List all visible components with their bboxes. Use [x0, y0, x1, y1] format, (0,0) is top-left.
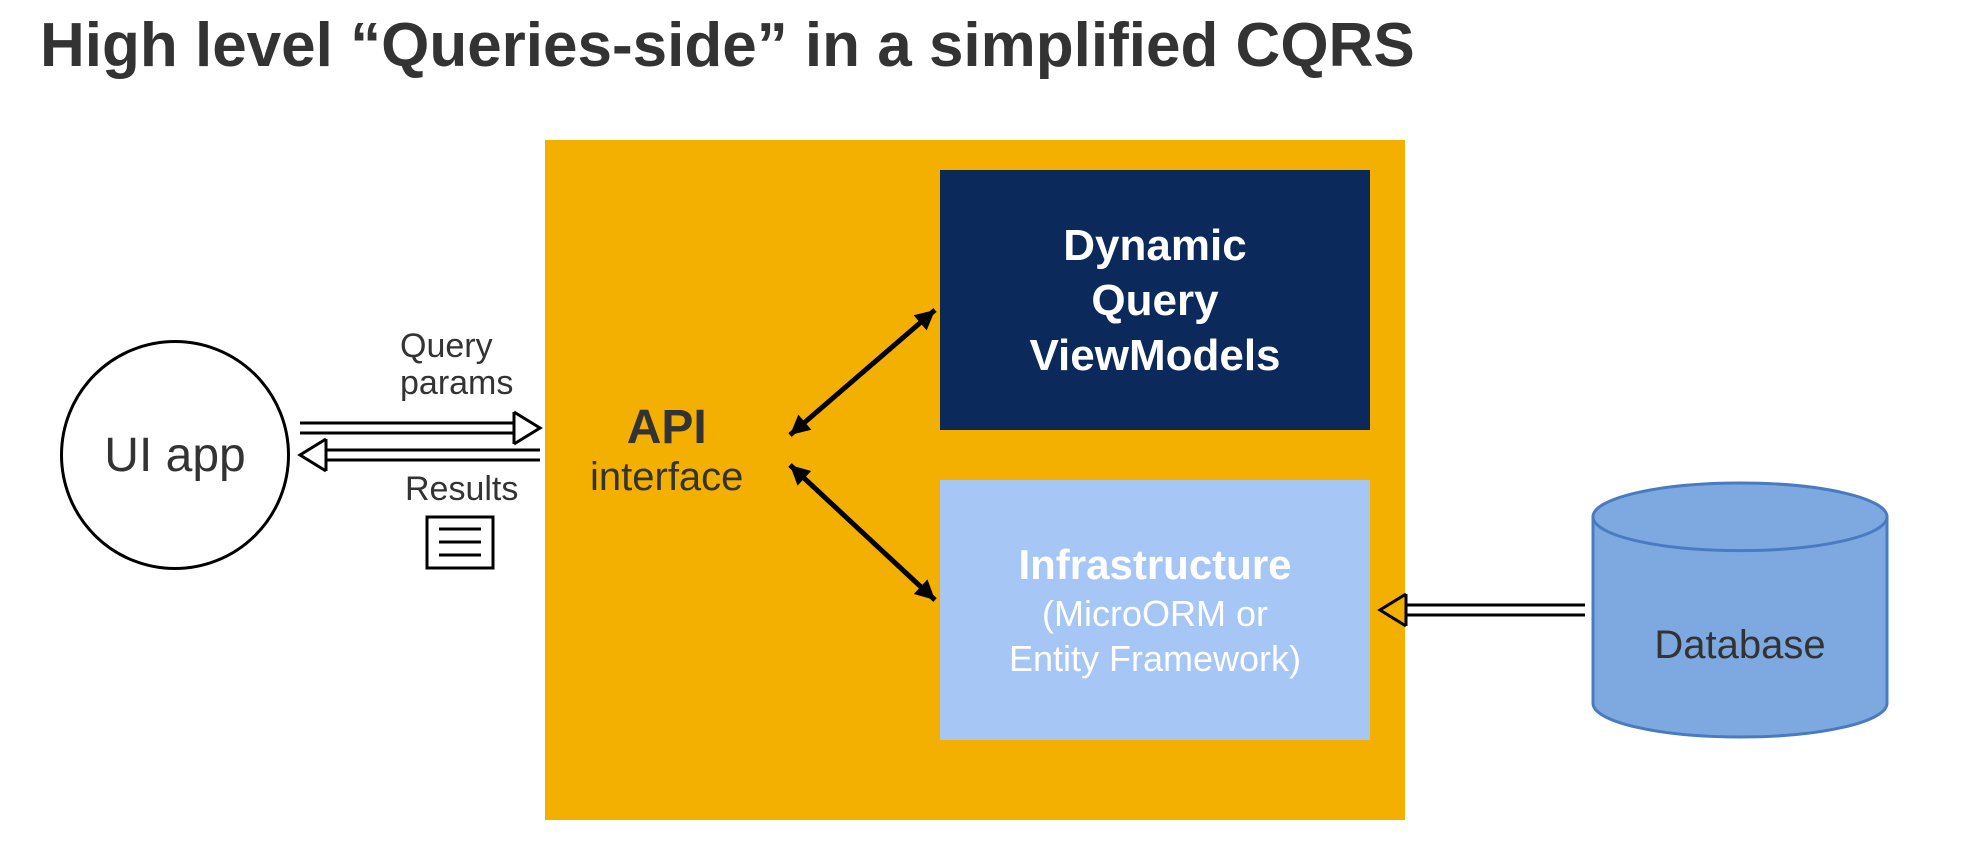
diagram-canvas: High level “Queries-side” in a simplifie… [0, 0, 1981, 842]
viewmodels-line-2: Query [1091, 273, 1218, 328]
diagram-title: High level “Queries-side” in a simplifie… [40, 10, 1415, 81]
database-node: Database [1590, 480, 1890, 740]
viewmodels-line-3: ViewModels [1029, 328, 1280, 383]
api-title: API [590, 400, 743, 455]
query-params-label: Query params [400, 328, 513, 403]
infrastructure-title: Infrastructure [1018, 539, 1291, 592]
infrastructure-node: Infrastructure (MicroORM or Entity Frame… [940, 480, 1370, 740]
infrastructure-sub-2: Entity Framework) [1009, 636, 1301, 681]
api-subtitle: interface [590, 455, 743, 500]
document-icon [425, 515, 495, 575]
viewmodels-node: Dynamic Query ViewModels [940, 170, 1370, 430]
results-label: Results [405, 470, 518, 509]
infrastructure-sub-1: (MicroORM or [1042, 591, 1268, 636]
database-label: Database [1590, 623, 1890, 668]
ui-app-node: UI app [60, 340, 290, 570]
ui-app-label: UI app [104, 428, 245, 483]
database-cylinder-icon [1590, 480, 1890, 740]
api-interface-label: API interface [590, 400, 743, 500]
viewmodels-line-1: Dynamic [1063, 218, 1246, 273]
